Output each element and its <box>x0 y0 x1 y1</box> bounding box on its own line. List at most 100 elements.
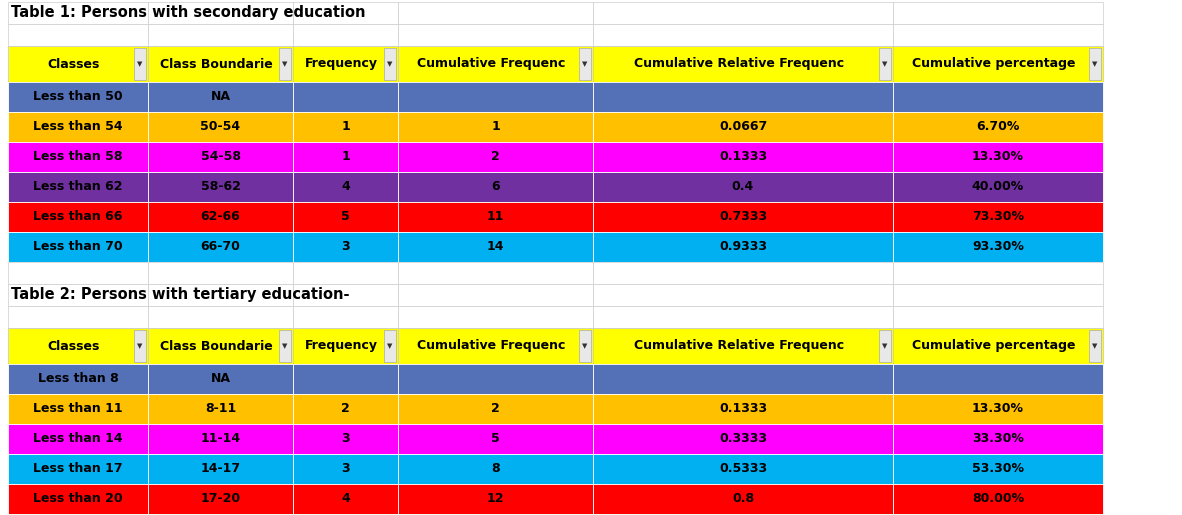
Bar <box>593 142 892 172</box>
Text: Less than 11: Less than 11 <box>33 403 123 416</box>
Text: 1: 1 <box>342 121 350 133</box>
Bar <box>398 454 593 484</box>
Text: 4: 4 <box>342 492 350 506</box>
Bar <box>8 514 148 515</box>
Bar <box>398 364 593 394</box>
Text: 6.70%: 6.70% <box>976 121 1020 133</box>
Bar <box>593 82 892 112</box>
Bar <box>8 24 148 46</box>
Bar <box>593 454 892 484</box>
Bar <box>293 142 398 172</box>
Bar <box>8 2 148 24</box>
Text: Less than 62: Less than 62 <box>33 180 123 194</box>
Bar <box>879 330 891 362</box>
Bar <box>398 172 593 202</box>
Text: Cumulative percentage: Cumulative percentage <box>913 339 1076 352</box>
Bar <box>384 48 396 80</box>
Bar <box>148 328 293 364</box>
Bar <box>8 202 148 232</box>
Bar <box>8 394 148 424</box>
Bar <box>8 142 148 172</box>
Bar <box>1089 330 1100 362</box>
Text: ▼: ▼ <box>1092 343 1098 349</box>
Bar <box>148 306 293 328</box>
Bar <box>293 82 398 112</box>
Bar <box>279 48 291 80</box>
Text: ▼: ▼ <box>882 61 888 67</box>
Text: 0.7333: 0.7333 <box>719 211 767 224</box>
Text: NA: NA <box>210 372 230 386</box>
Bar <box>148 2 293 24</box>
Text: Class Boundarie: Class Boundarie <box>160 58 273 71</box>
Text: Less than 70: Less than 70 <box>33 241 123 253</box>
Bar <box>398 484 593 514</box>
Bar <box>892 514 1103 515</box>
Text: 40.00%: 40.00% <box>972 180 1024 194</box>
Text: ▼: ▼ <box>137 343 143 349</box>
Bar <box>8 424 148 454</box>
Text: 3: 3 <box>342 433 350 445</box>
Text: Class Boundarie: Class Boundarie <box>160 339 273 352</box>
Bar <box>579 330 591 362</box>
Text: 50-54: 50-54 <box>201 121 241 133</box>
Bar <box>293 454 398 484</box>
Text: 8: 8 <box>492 462 500 475</box>
Bar <box>148 172 293 202</box>
Bar <box>293 394 398 424</box>
Text: 93.30%: 93.30% <box>972 241 1024 253</box>
Text: Classes: Classes <box>47 339 100 352</box>
Bar <box>398 262 593 284</box>
Bar <box>148 284 293 306</box>
Text: 62-66: 62-66 <box>201 211 240 224</box>
Text: Less than 58: Less than 58 <box>33 150 123 163</box>
Text: 13.30%: 13.30% <box>972 403 1024 416</box>
Text: 0.3333: 0.3333 <box>719 433 767 445</box>
Bar <box>293 328 398 364</box>
Bar <box>593 394 892 424</box>
Text: ▼: ▼ <box>388 61 392 67</box>
Bar <box>398 306 593 328</box>
Bar <box>279 330 291 362</box>
Bar <box>8 454 148 484</box>
Text: ▼: ▼ <box>282 61 287 67</box>
Bar <box>398 46 593 82</box>
Text: ▼: ▼ <box>583 343 587 349</box>
Text: 0.4: 0.4 <box>732 180 754 194</box>
Bar <box>892 202 1103 232</box>
Bar <box>892 112 1103 142</box>
Text: ▼: ▼ <box>282 343 287 349</box>
Text: 8-11: 8-11 <box>204 403 236 416</box>
Text: Cumulative Frequenc: Cumulative Frequenc <box>417 339 566 352</box>
Bar <box>293 2 398 24</box>
Text: 1: 1 <box>342 150 350 163</box>
Bar <box>398 112 593 142</box>
Bar <box>892 172 1103 202</box>
Text: Cumulative Relative Frequenc: Cumulative Relative Frequenc <box>634 339 844 352</box>
Bar <box>148 484 293 514</box>
Bar <box>293 306 398 328</box>
Bar <box>579 48 591 80</box>
Bar <box>892 328 1103 364</box>
Bar <box>148 232 293 262</box>
Text: Less than 8: Less than 8 <box>38 372 118 386</box>
Bar <box>398 284 593 306</box>
Text: 3: 3 <box>342 241 350 253</box>
Bar <box>593 232 892 262</box>
Text: 73.30%: 73.30% <box>972 211 1024 224</box>
Text: Cumulative percentage: Cumulative percentage <box>913 58 1076 71</box>
Bar <box>148 24 293 46</box>
Text: 17-20: 17-20 <box>201 492 241 506</box>
Bar <box>593 328 892 364</box>
Text: 0.1333: 0.1333 <box>719 150 767 163</box>
Bar <box>892 284 1103 306</box>
Bar <box>593 112 892 142</box>
Bar <box>593 202 892 232</box>
Bar <box>879 48 891 80</box>
Bar <box>8 172 148 202</box>
Bar <box>398 394 593 424</box>
Text: Frequency: Frequency <box>305 58 378 71</box>
Bar <box>398 514 593 515</box>
Bar <box>892 2 1103 24</box>
Text: 13.30%: 13.30% <box>972 150 1024 163</box>
Text: 54-58: 54-58 <box>201 150 240 163</box>
